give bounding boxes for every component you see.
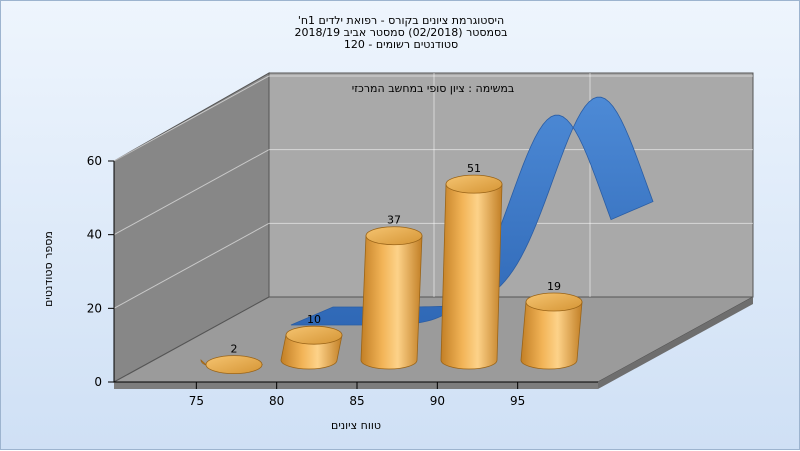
x-tick-label: 75 [189, 394, 204, 408]
chart-title-line-1: היסטוגרמת ציונים בקורס - רפואת ילדים 1ח' [297, 14, 505, 27]
gridline-side [113, 75, 270, 162]
chart-title-line-2: בסמסטר (02/2018) סמסטר אביב 2018/19 [294, 26, 508, 39]
bar-top [205, 355, 263, 375]
axis-ticks: 0 20 40 60 75 80 85 90 95 [87, 154, 526, 408]
y-tick-label: 40 [87, 228, 102, 242]
x-axis-label: טווח ציונים [331, 419, 381, 432]
bar-value-label: 2 [231, 343, 238, 356]
bar-body [520, 301, 583, 370]
bar-95: 19 [520, 280, 583, 370]
floor-front-edge [114, 382, 598, 389]
bar-body [440, 183, 503, 370]
bar-value-label: 37 [387, 214, 401, 227]
bars: 2 10 37 51 19 [200, 162, 583, 375]
y-tick-label: 20 [87, 301, 102, 315]
y-tick-label: 0 [94, 375, 102, 389]
bar-top [525, 292, 583, 312]
gridline-side [113, 222, 270, 309]
bar-top [445, 174, 503, 194]
bar-value-label: 10 [307, 313, 321, 326]
chart-title-line-3: סטודנטים רשומים - 120 [343, 38, 459, 51]
bar-80: 10 [280, 313, 343, 370]
bar-90: 51 [440, 162, 503, 370]
y-tick-label: 60 [87, 154, 102, 168]
bar-top [365, 226, 423, 246]
x-tick-label: 85 [349, 394, 364, 408]
bar-top [285, 325, 343, 345]
bar-75: 2 [200, 343, 264, 375]
bar-value-label: 19 [547, 280, 561, 293]
y-axis-label: מספר סטודנטים [42, 231, 55, 307]
gridline-side [113, 149, 270, 236]
bar-body [360, 235, 423, 370]
x-tick-label: 80 [269, 394, 284, 408]
bar-value-label: 51 [467, 162, 481, 175]
bar-body [280, 334, 343, 370]
floor-right-edge [598, 297, 753, 389]
bar-85: 37 [360, 214, 423, 370]
x-tick-label: 90 [430, 394, 445, 408]
chart-annotation: במשימה : ציון סופי במחשב המרכזי [352, 82, 515, 95]
x-tick-label: 95 [510, 394, 525, 408]
